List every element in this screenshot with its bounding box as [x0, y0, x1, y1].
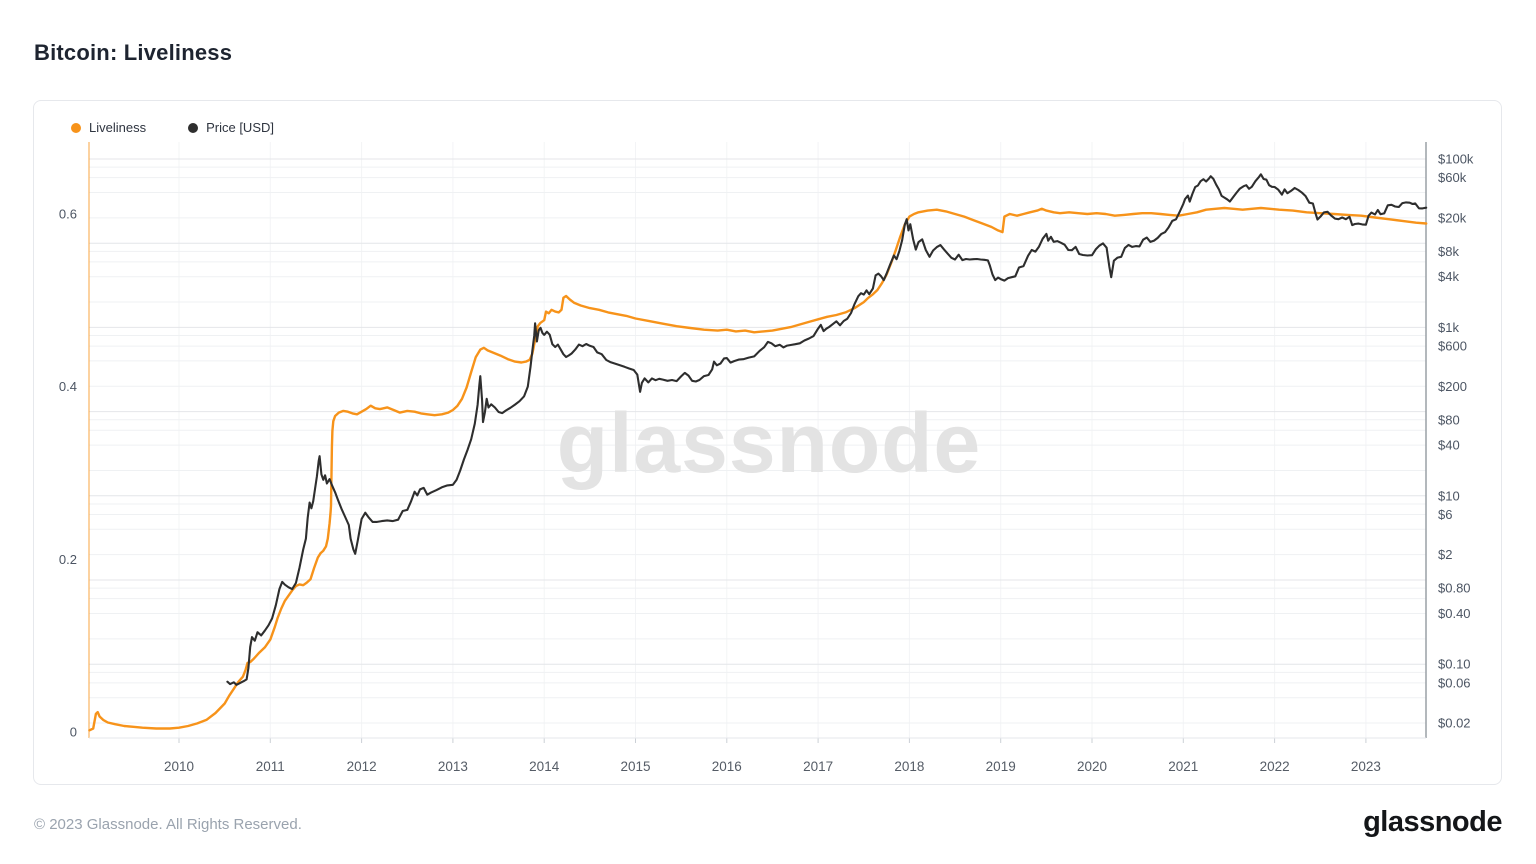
y-right-tick-label: $60k: [1438, 170, 1467, 185]
chart-card: 2010 2011 2012 2013 2014 2015 2016 2017 2018 2019…: [33, 100, 1502, 785]
x-axis-tick-label: 2020: [1077, 759, 1107, 774]
y-right-tick-label: $0.02: [1438, 716, 1471, 731]
x-axis-tick-label: 2018: [894, 759, 924, 774]
x-axis-tick-label: 2011: [256, 759, 285, 774]
x-axis-tick-label: 2013: [438, 759, 468, 774]
price-line[interactable]: [226, 173, 1428, 686]
y-left-tick-label: 0.2: [59, 552, 77, 567]
glassnode-logo: glassnode: [1363, 806, 1502, 838]
y-right-tick-label: $8k: [1438, 244, 1459, 259]
y-right-tick-label: $0.80: [1438, 581, 1471, 596]
x-axis-tick-label: 2014: [529, 759, 560, 774]
legend: Liveliness Price [USD]: [71, 120, 274, 135]
legend-label-liveliness: Liveliness: [89, 120, 147, 135]
liveliness-legend-dot-icon: [71, 122, 81, 133]
x-axis-tick-label: 2016: [712, 759, 742, 774]
y-left-tick-label: 0.6: [59, 207, 77, 222]
x-axis-tick-label: 2017: [803, 759, 833, 774]
y-right-tick-label: $6: [1438, 507, 1452, 522]
legend-label-price: Price [USD]: [206, 120, 274, 135]
y-right-tick-label: $0.40: [1438, 606, 1471, 621]
price-legend-dot-icon: [188, 122, 199, 133]
y-right-tick-label: $100k: [1438, 152, 1474, 167]
y-right-tick-label: $600: [1438, 339, 1467, 354]
y-right-tick-label: $0.10: [1438, 657, 1471, 672]
y-right-tick-label: $20k: [1438, 210, 1467, 225]
liveliness-line[interactable]: [88, 206, 1428, 732]
y-right-tick-label: $4k: [1438, 269, 1459, 284]
y-right-tick-label: $2: [1438, 547, 1452, 562]
chart-plot-area[interactable]: 2010 2011 2012 2013 2014 2015 2016 2017 2018 2019…: [34, 101, 1503, 786]
y-left-tick-label: 0.4: [59, 379, 77, 394]
x-axis-tick-label: 2015: [620, 759, 650, 774]
y-right-tick-label: $1k: [1438, 320, 1459, 335]
page-title: Bitcoin: Liveliness: [34, 40, 233, 65]
x-axis-tick-label: 2010: [164, 759, 194, 774]
y-right-tick-label: $10: [1438, 488, 1460, 503]
legend-item-liveliness[interactable]: Liveliness: [71, 120, 146, 135]
y-right-tick-label: $80: [1438, 412, 1460, 427]
copyright-text: © 2023 Glassnode. All Rights Reserved.: [34, 816, 302, 833]
y-right-tick-label: $0.06: [1438, 675, 1471, 690]
x-axis-tick-label: 2012: [347, 759, 377, 774]
glassnode-watermark: glassnode: [557, 396, 981, 490]
x-axis-tick-label: 2023: [1351, 759, 1381, 774]
y-left-tick-label: 0: [70, 725, 77, 740]
legend-item-price[interactable]: Price [USD]: [188, 120, 274, 135]
x-axis-tick-label: 2019: [986, 759, 1016, 774]
y-right-tick-label: $40: [1438, 438, 1460, 453]
x-axis-tick-label: 2022: [1260, 759, 1290, 774]
x-axis-tick-label: 2021: [1168, 759, 1198, 774]
y-right-tick-label: $200: [1438, 379, 1467, 394]
